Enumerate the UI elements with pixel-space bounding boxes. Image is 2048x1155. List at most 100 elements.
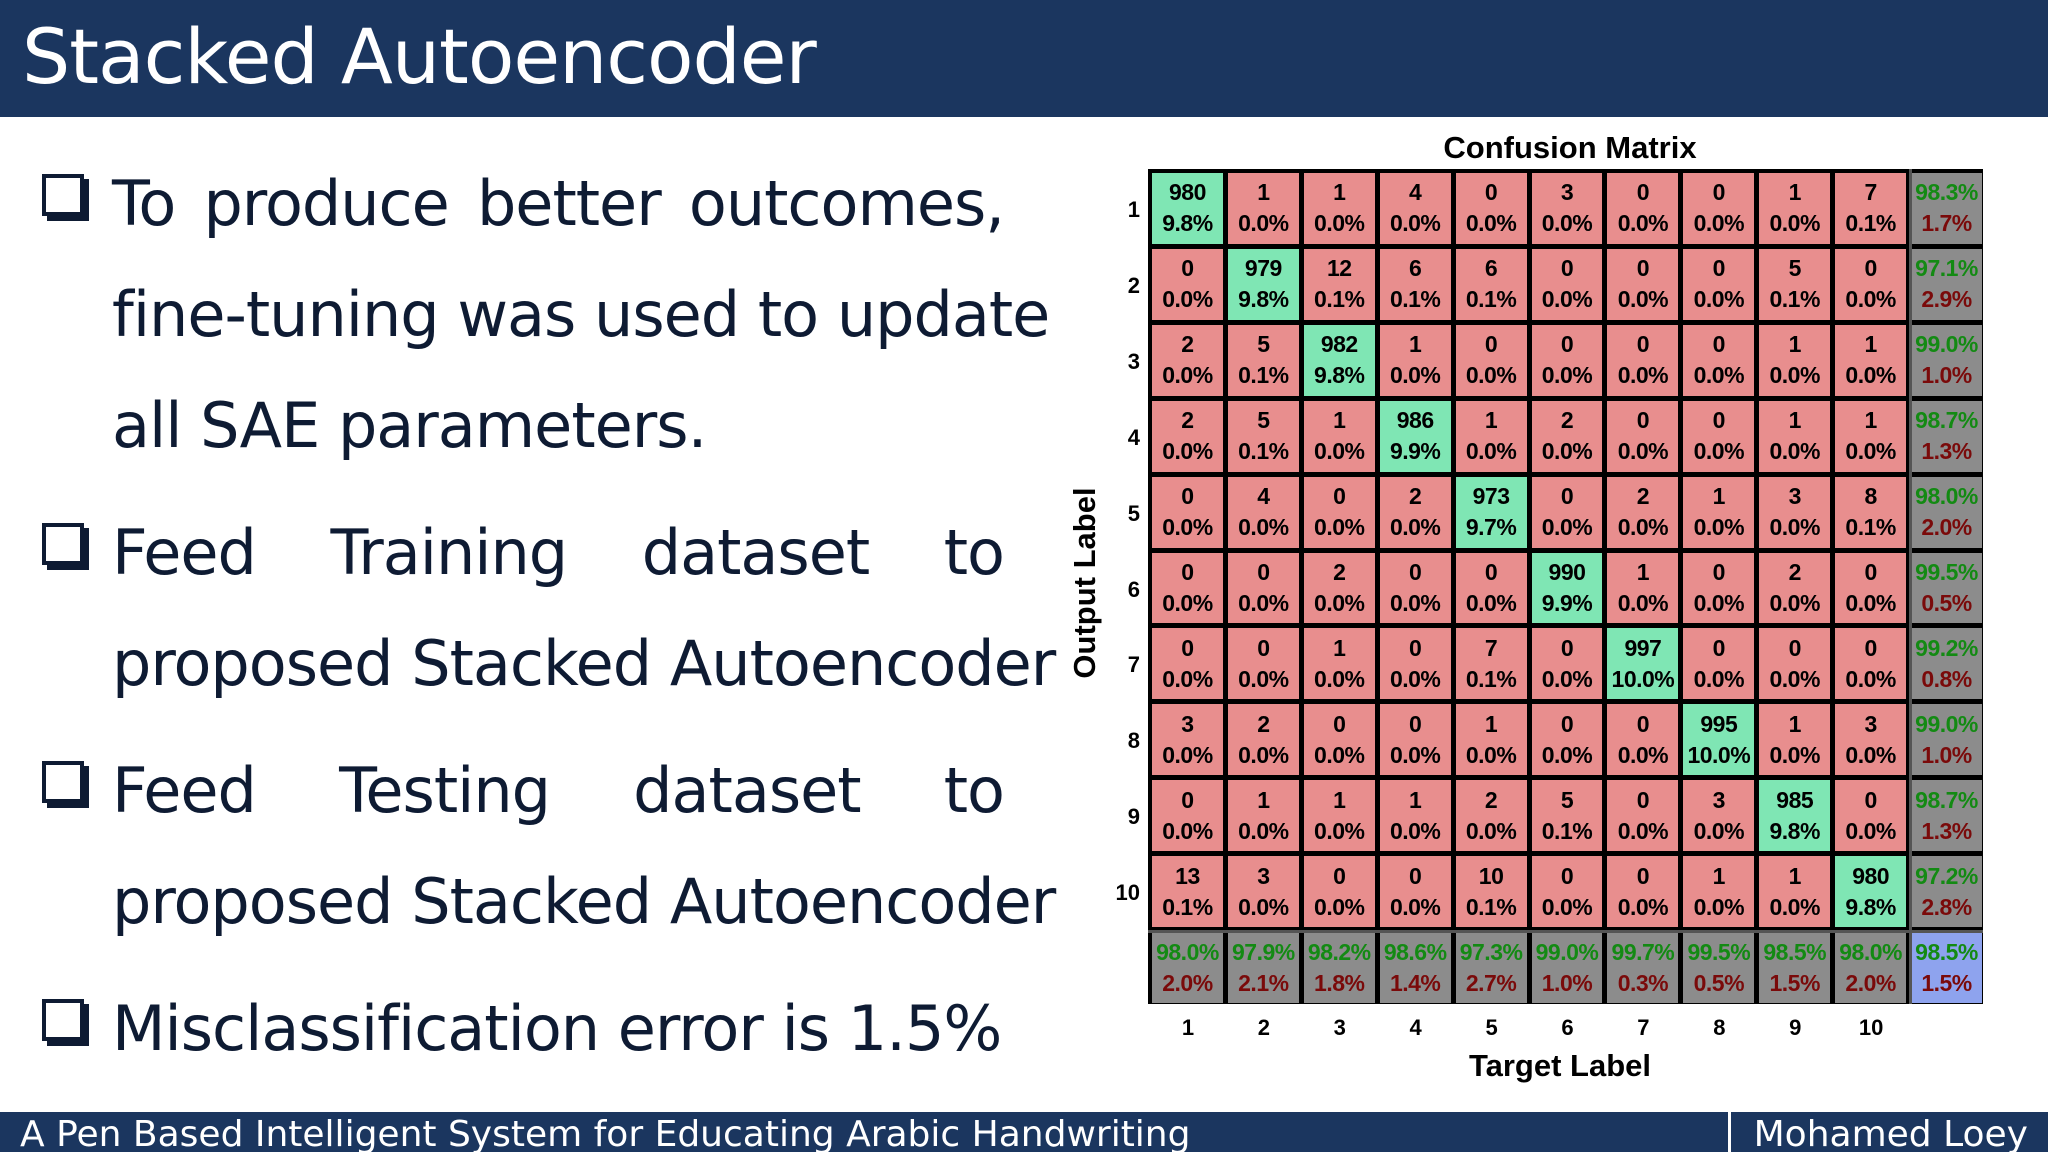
cell-primary: 997 [1624, 634, 1662, 661]
matrix-cell: 0 0.0% [1303, 856, 1375, 928]
cell-primary: 98.7% [1915, 786, 1978, 813]
matrix-cell: 1 0.0% [1759, 704, 1831, 776]
cell-primary: 98.0% [1839, 938, 1902, 965]
cell-secondary: 2.9% [1921, 286, 1972, 313]
cell-secondary: 0.1% [1314, 286, 1365, 313]
cell-secondary: 0.1% [1162, 893, 1213, 920]
cell-primary: 99.5% [1915, 558, 1978, 585]
matrix-cell: 1 0.0% [1303, 173, 1375, 244]
cell-primary: 1 [1636, 558, 1650, 585]
cell-secondary: 0.5% [1693, 969, 1745, 996]
matrix-cell: 1 0.0% [1303, 400, 1375, 472]
matrix-cell: 1 0.0% [1759, 400, 1831, 472]
matrix-cell: 0 0.0% [1303, 704, 1375, 776]
matrix-cell: 0 0.0% [1683, 628, 1755, 700]
cell-primary: 995 [1700, 710, 1738, 737]
cell-secondary: 0.0% [1617, 514, 1669, 541]
overall-summary-cell: 98.5% 1.5% [1911, 932, 1982, 1003]
cell-secondary: 0.1% [1465, 665, 1517, 692]
cell-secondary: 10.0% [1611, 665, 1675, 692]
cell-secondary: 2.7% [1465, 969, 1517, 996]
row-summary-cell: 98.3% 1.7% [1911, 173, 1982, 244]
cell-primary: 1 [1864, 331, 1877, 358]
cell-primary: 98.0% [1915, 483, 1978, 510]
row-tick-label: 10 [1115, 880, 1140, 906]
matrix-cell: 0 0.0% [1607, 324, 1679, 396]
row-tick-label: 3 [1127, 348, 1140, 374]
cell-secondary: 1.5% [1921, 969, 1972, 996]
column-tick-label: 6 [1561, 1015, 1574, 1040]
cell-primary: 0 [1864, 634, 1877, 661]
matrix-cell: 3 0.0% [1531, 173, 1603, 244]
cell-secondary: 9.9% [1541, 589, 1593, 616]
matrix-cell: 6 0.1% [1379, 248, 1451, 320]
cell-primary: 10 [1478, 862, 1504, 889]
cell-primary: 98.6% [1383, 938, 1447, 965]
row-summary-cell: 99.0% 1.0% [1911, 704, 1982, 776]
cell-secondary: 9.7% [1465, 514, 1517, 541]
cell-primary: 0 [1712, 255, 1726, 282]
matrix-cell-correct: 980 9.8% [1835, 856, 1907, 928]
cell-secondary: 0.0% [1769, 362, 1821, 389]
matrix-cell: 0 0.0% [1835, 248, 1907, 320]
matrix-cell: 1 0.0% [1455, 400, 1527, 472]
matrix-cell: 1 0.0% [1303, 780, 1375, 852]
cell-secondary: 0.0% [1389, 210, 1441, 237]
cell-primary: 0 [1333, 483, 1346, 510]
cell-primary: 3 [1788, 483, 1802, 510]
column-tick-label: 5 [1485, 1015, 1498, 1040]
cell-primary: 990 [1548, 558, 1586, 585]
cell-secondary: 0.0% [1541, 362, 1593, 389]
cell-secondary: 0.1% [1238, 362, 1289, 389]
matrix-cell: 4 0.0% [1227, 476, 1299, 548]
matrix-cell: 12 0.1% [1303, 248, 1375, 320]
cell-primary: 5 [1257, 407, 1270, 434]
matrix-cell: 2 0.0% [1303, 552, 1375, 624]
cell-secondary: 0.0% [1465, 210, 1517, 237]
cell-secondary: 0.0% [1314, 893, 1365, 920]
cell-secondary: 0.0% [1238, 210, 1289, 237]
cell-secondary: 0.0% [1162, 741, 1213, 768]
matrix-cell: 3 0.0% [1759, 476, 1831, 548]
row-summary-cell: 99.0% 1.0% [1911, 324, 1982, 396]
cell-primary: 5 [1788, 255, 1802, 282]
x-axis-label: Target Label [1468, 1048, 1652, 1083]
column-tick-label: 2 [1257, 1015, 1270, 1040]
cell-primary: 1 [1712, 862, 1726, 889]
cell-secondary: 0.0% [1541, 210, 1593, 237]
column-summary-cell: 99.0% 1.0% [1531, 932, 1603, 1003]
cell-secondary: 0.0% [1541, 438, 1593, 465]
column-tick-label: 9 [1789, 1015, 1802, 1040]
matrix-cell: 5 0.1% [1227, 324, 1299, 396]
matrix-cell: 1 0.0% [1683, 476, 1755, 548]
cell-secondary: 0.0% [1541, 665, 1593, 692]
matrix-cell: 0 0.0% [1683, 400, 1755, 472]
cell-primary: 0 [1636, 255, 1650, 282]
row-summary-cell: 97.2% 2.8% [1911, 856, 1982, 928]
matrix-cell: 1 0.0% [1607, 552, 1679, 624]
matrix-cell: 0 0.0% [1455, 324, 1527, 396]
cell-secondary: 1.4% [1389, 969, 1441, 996]
slide-footer: A Pen Based Intelligent System for Educa… [0, 1112, 2048, 1155]
cell-primary: 0 [1636, 710, 1650, 737]
cell-secondary: 0.1% [1238, 438, 1289, 465]
cell-primary: 98.0% [1156, 938, 1219, 965]
cell-secondary: 2.0% [1921, 514, 1972, 541]
cell-secondary: 0.1% [1845, 514, 1896, 541]
matrix-cell: 7 0.1% [1835, 173, 1907, 244]
column-summary-cell: 98.2% 1.8% [1303, 932, 1375, 1003]
matrix-cell: 0 0.0% [1531, 856, 1603, 928]
cell-secondary: 0.0% [1617, 210, 1669, 237]
column-summary-cell: 98.0% 2.0% [1835, 932, 1907, 1003]
slide-title: Stacked Autoencoder [22, 12, 817, 101]
column-tick-label: 3 [1333, 1015, 1346, 1040]
cell-secondary: 0.0% [1238, 589, 1289, 616]
matrix-cell: 0 0.0% [1379, 628, 1451, 700]
cell-secondary: 0.8% [1921, 665, 1972, 692]
cell-secondary: 0.0% [1845, 741, 1896, 768]
cell-primary: 1 [1409, 331, 1422, 358]
cell-secondary: 0.0% [1617, 286, 1669, 313]
matrix-cell: 0 0.0% [1835, 628, 1907, 700]
row-tick-label: 6 [1127, 576, 1140, 602]
matrix-cell: 1 0.0% [1303, 628, 1375, 700]
